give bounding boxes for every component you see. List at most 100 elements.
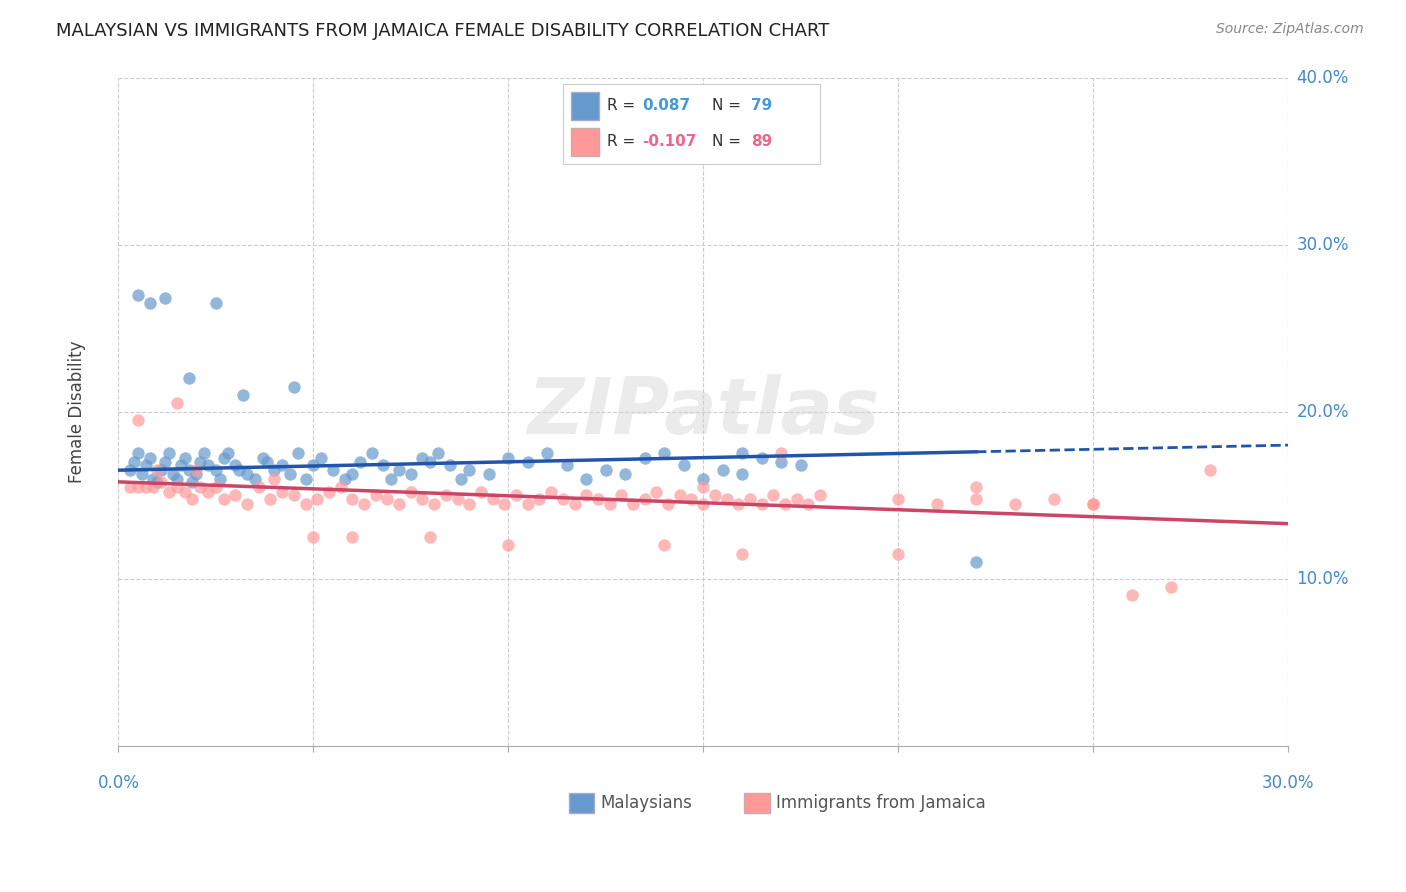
Point xyxy=(399,467,422,481)
Point xyxy=(1121,589,1143,603)
Point xyxy=(302,530,325,544)
Point xyxy=(162,467,184,481)
Point xyxy=(711,463,734,477)
Point xyxy=(645,484,668,499)
Point xyxy=(927,497,949,511)
Point xyxy=(217,446,239,460)
Point xyxy=(516,497,538,511)
Point xyxy=(142,480,165,494)
Point xyxy=(360,446,382,460)
Point xyxy=(322,463,344,477)
Point xyxy=(773,497,796,511)
Point xyxy=(150,463,173,477)
Text: MALAYSIAN VS IMMIGRANTS FROM JAMAICA FEMALE DISABILITY CORRELATION CHART: MALAYSIAN VS IMMIGRANTS FROM JAMAICA FEM… xyxy=(56,22,830,40)
Point xyxy=(186,467,208,481)
Point xyxy=(120,480,142,494)
Point xyxy=(551,491,574,506)
Point xyxy=(138,451,160,466)
Point xyxy=(166,480,188,494)
Point xyxy=(166,471,188,485)
Point xyxy=(294,471,316,485)
Point xyxy=(692,471,714,485)
Point xyxy=(731,446,754,460)
Point xyxy=(287,446,309,460)
Point xyxy=(146,475,169,489)
Point xyxy=(342,491,364,506)
Point xyxy=(388,497,411,511)
Point xyxy=(458,497,481,511)
Point xyxy=(349,455,371,469)
FancyBboxPatch shape xyxy=(744,793,770,813)
Point xyxy=(380,471,402,485)
Point xyxy=(657,497,679,511)
Point xyxy=(529,491,551,506)
Point xyxy=(388,463,411,477)
Point xyxy=(342,467,364,481)
Point xyxy=(342,530,364,544)
Point xyxy=(595,463,617,477)
Point xyxy=(263,463,285,477)
Point xyxy=(127,446,149,460)
Point xyxy=(586,491,609,506)
Point xyxy=(751,451,773,466)
Point xyxy=(731,467,754,481)
Text: 20.0%: 20.0% xyxy=(1296,402,1348,421)
Point xyxy=(965,555,987,569)
Point xyxy=(965,491,987,506)
Point xyxy=(458,463,481,477)
Point xyxy=(536,446,558,460)
Point xyxy=(411,451,433,466)
Point xyxy=(243,471,266,485)
Point xyxy=(122,455,145,469)
Point xyxy=(716,491,738,506)
Point xyxy=(634,451,657,466)
Point xyxy=(770,446,793,460)
Point xyxy=(271,484,294,499)
Point xyxy=(173,484,195,499)
Point xyxy=(228,463,250,477)
Point xyxy=(727,497,749,511)
Point xyxy=(965,480,987,494)
Point xyxy=(427,446,450,460)
Text: Immigrants from Jamaica: Immigrants from Jamaica xyxy=(776,794,986,812)
Point xyxy=(205,480,228,494)
Point xyxy=(309,451,332,466)
Point xyxy=(177,371,200,385)
Point xyxy=(186,463,208,477)
Point xyxy=(450,471,472,485)
Point xyxy=(252,451,274,466)
Text: Source: ZipAtlas.com: Source: ZipAtlas.com xyxy=(1216,22,1364,37)
Point xyxy=(377,491,399,506)
Point xyxy=(166,396,188,410)
Point xyxy=(247,480,270,494)
FancyBboxPatch shape xyxy=(568,793,595,813)
Point xyxy=(157,484,180,499)
Point xyxy=(127,480,149,494)
Point xyxy=(1081,497,1104,511)
Point xyxy=(555,458,578,472)
Point xyxy=(278,467,301,481)
Point xyxy=(263,471,285,485)
Point xyxy=(142,471,165,485)
Text: Malaysians: Malaysians xyxy=(600,794,692,812)
Point xyxy=(496,451,519,466)
Point xyxy=(212,451,235,466)
Point xyxy=(177,463,200,477)
Point xyxy=(439,458,461,472)
Point xyxy=(738,491,761,506)
Point xyxy=(564,497,586,511)
Point xyxy=(470,484,492,499)
Point xyxy=(153,455,176,469)
Point xyxy=(621,497,644,511)
Point xyxy=(770,455,793,469)
Point xyxy=(575,488,598,502)
Point xyxy=(212,491,235,506)
Point xyxy=(232,388,254,402)
Point xyxy=(1043,491,1066,506)
Point xyxy=(419,530,441,544)
Point xyxy=(188,480,211,494)
Text: 10.0%: 10.0% xyxy=(1296,570,1348,588)
Point xyxy=(692,480,714,494)
Point xyxy=(1199,463,1222,477)
Point xyxy=(575,471,598,485)
